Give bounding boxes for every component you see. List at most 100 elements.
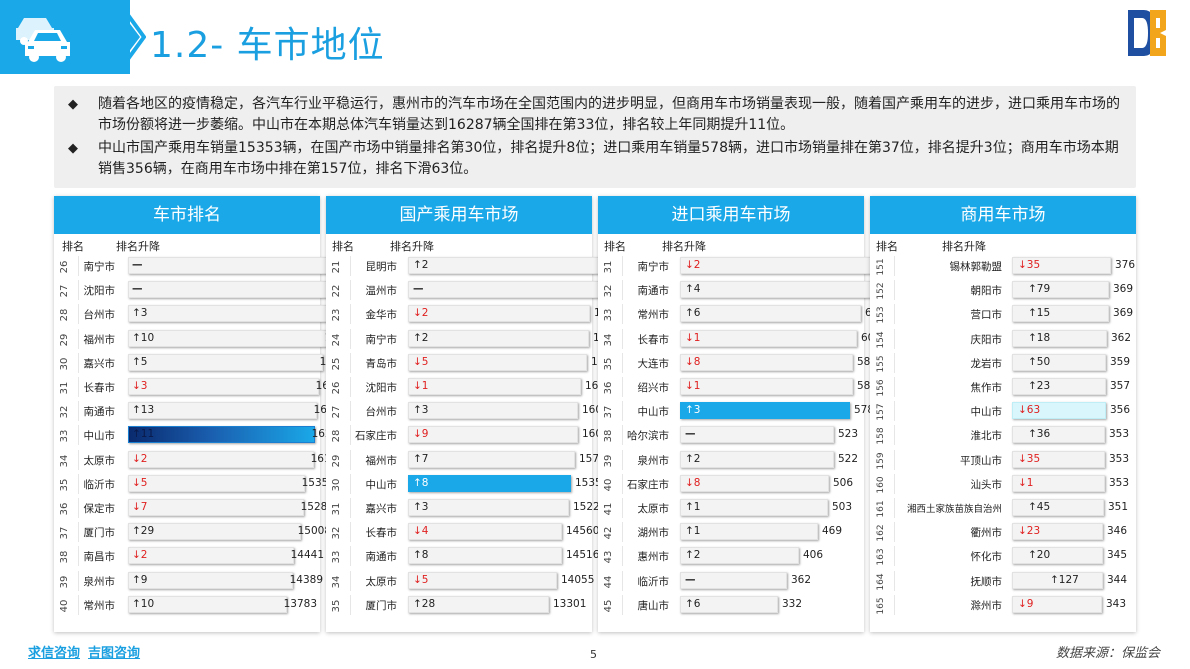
value-bar (128, 378, 319, 395)
value-bar (1012, 523, 1103, 541)
value-bar (408, 595, 549, 613)
rank-change: — (132, 259, 143, 271)
header-chevron (86, 0, 146, 74)
panel-domestic-passenger: 国产乘用车市场排名排名升降21昆明市↑21916622温州市—1903623金华… (326, 196, 648, 632)
rank-number: 43 (603, 551, 614, 564)
col-change-label: 排名升降 (116, 240, 160, 253)
value-bar (408, 257, 611, 274)
city-name: 沈阳市 (365, 382, 398, 394)
rank-number: 33 (59, 430, 70, 443)
rank-change: ↑36 (1028, 428, 1051, 441)
rank-number: 35 (331, 599, 342, 613)
summary-box: ◆ 随着各地区的疫情稳定，各汽车行业平稳运行，惠州市的汽车市场在全国范围内的进步… (54, 86, 1136, 188)
rank-divider (350, 328, 351, 349)
col-change-label: 排名升降 (390, 240, 434, 253)
rank-number: 34 (331, 575, 342, 588)
value-bar (680, 426, 834, 444)
table-row: 157 中山市 ↓63 356 (870, 399, 1136, 423)
rank-number: 31 (331, 502, 342, 516)
city-name: 怀化市 (970, 551, 1003, 564)
city-name: 湘西土家族苗族自治州 (906, 504, 1002, 515)
rank-divider (894, 280, 895, 301)
sales-value: 14516 (566, 549, 600, 562)
rank-change: ↓5 (413, 355, 429, 368)
rank-divider (622, 570, 623, 591)
table-row: 39 泉州市 ↑2 522 (598, 448, 864, 472)
value-bar (1012, 571, 1103, 589)
rank-number: 151 (876, 258, 886, 276)
rank-number: 162 (876, 524, 886, 542)
rank-number: 32 (603, 284, 614, 298)
rank-divider (78, 328, 79, 349)
value-bar (408, 329, 589, 347)
rank-divider (78, 570, 79, 591)
sales-value: 522 (838, 452, 859, 465)
value-bar (408, 547, 562, 565)
table-row: 155 龙岩市 ↑50 359 (870, 351, 1136, 375)
table-row: 151 锡林郭勒盟 ↓35 376 (870, 254, 1136, 278)
rank-number: 157 (876, 403, 886, 421)
table-row: 159 平顶山市 ↓35 353 (870, 448, 1136, 472)
value-bar (408, 378, 581, 395)
panel-overall-ranking: 车市排名排名排名升降26南宁市—1874827沈阳市—1821328台州市↑31… (54, 196, 374, 632)
value-bar (680, 571, 787, 589)
city-name: 福州市 (83, 333, 116, 346)
rank-divider (622, 594, 623, 615)
column-header: 排名 排名升降 (54, 234, 320, 254)
city-name: 南宁市 (83, 261, 116, 273)
table-row: 35 大连市 ↓8 588 (598, 351, 877, 375)
rank-number: 155 (876, 355, 886, 373)
city-name: 汕头市 (970, 478, 1003, 491)
value-bar (1012, 353, 1106, 371)
city-name: 青岛市 (365, 357, 398, 370)
city-name: 朝阳市 (970, 285, 1003, 298)
panel-imported-passenger: 进口乘用车市场排名排名升降31南宁市↓267732南通市↑467333常州市↑6… (598, 196, 903, 632)
rank-number: 30 (59, 357, 70, 371)
value-bar (680, 329, 857, 347)
rank-change: ↑4 (685, 283, 701, 296)
table-row: 160 汕头市 ↓1 353 (870, 472, 1136, 496)
table-row: 35 临沂市 ↓5 15358 (54, 472, 335, 496)
rank-number: 32 (331, 526, 342, 540)
table-row: 30 中山市 ↑8 15353 (326, 472, 608, 496)
rank-change: — (413, 283, 424, 296)
footer-brand-1[interactable]: 求信咨询 (28, 646, 81, 661)
rank-number: 153 (876, 306, 886, 324)
value-bar (408, 353, 587, 371)
value-bar (128, 571, 293, 589)
table-row: 38 南昌市 ↓2 14441 (54, 544, 324, 568)
footer-brand-2[interactable]: 吉图咨询 (88, 646, 141, 661)
value-bar (680, 595, 778, 613)
sales-value: 332 (782, 597, 803, 610)
rank-number: 28 (59, 309, 70, 322)
table-row: 163 怀化市 ↑20 345 (870, 544, 1136, 568)
value-bar (128, 281, 337, 299)
summary-text-1: 随着各地区的疫情稳定，各汽车行业平稳运行，惠州市的汽车市场在全国范围内的进步明显… (98, 96, 1120, 133)
rank-divider (350, 498, 351, 518)
rank-divider (350, 425, 351, 446)
rank-divider (78, 425, 79, 446)
sales-value: 345 (1107, 549, 1128, 562)
value-bar (1012, 402, 1106, 420)
rank-change: — (685, 573, 696, 586)
table-row: 43 惠州市 ↑2 406 (598, 544, 864, 568)
rank-change: ↓9 (413, 428, 429, 441)
rank-change: ↑2 (413, 331, 429, 344)
rank-divider (350, 449, 351, 470)
table-row: 41 太原市 ↑1 503 (598, 496, 864, 520)
rank-change: ↓5 (132, 476, 148, 489)
rank-number: 34 (59, 454, 70, 467)
value-bar (1012, 305, 1109, 323)
city-name: 长春市 (637, 333, 670, 346)
brand-logo-icon (1128, 10, 1166, 56)
city-name: 抚顺市 (970, 575, 1003, 588)
rank-change: ↓1 (685, 331, 701, 344)
value-bar (128, 329, 328, 347)
rank-change: ↑23 (1028, 380, 1051, 392)
table-row: 40 常州市 ↑10 13783 (54, 593, 320, 617)
